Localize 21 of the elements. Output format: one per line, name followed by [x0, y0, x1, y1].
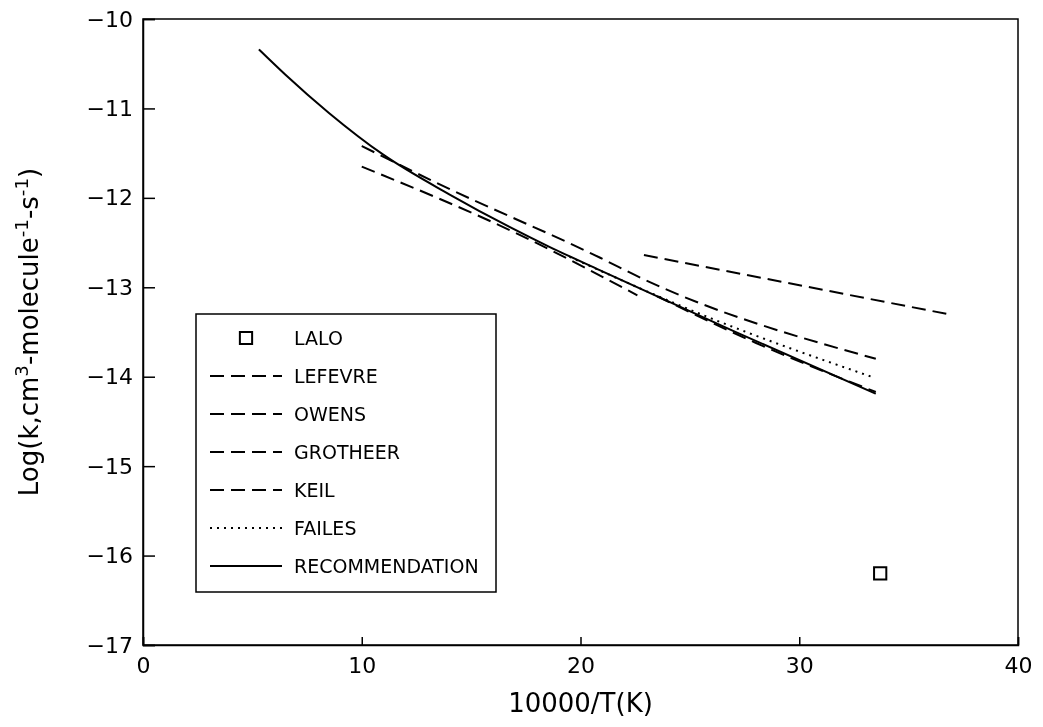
legend-label: LALO [294, 327, 343, 349]
y-tick-label: −11 [86, 95, 133, 121]
y-tick-label: −13 [86, 274, 133, 300]
y-tick-label: −12 [86, 185, 133, 211]
y-tick-label: −10 [86, 6, 133, 32]
x-tick-label: 30 [785, 652, 814, 678]
y-tick-label: −17 [86, 632, 133, 658]
y-tick-label: −16 [86, 543, 133, 569]
legend-label: LEFEVRE [294, 365, 378, 387]
x-tick-label: 10 [348, 652, 377, 678]
legend-label: GROTHEER [294, 441, 400, 463]
y-tick-label: −15 [86, 453, 133, 479]
legend-label: RECOMMENDATION [294, 555, 479, 577]
x-tick-label: 0 [136, 652, 151, 678]
legend-label: FAILES [294, 517, 357, 539]
x-tick-label: 20 [567, 652, 595, 678]
legend-label: KEIL [294, 479, 336, 501]
y-tick-label: −14 [86, 364, 133, 390]
x-tick-label: 40 [1004, 652, 1033, 678]
x-axis-title: 10000/T(K) [508, 688, 653, 718]
legend-label: OWENS [294, 403, 367, 425]
